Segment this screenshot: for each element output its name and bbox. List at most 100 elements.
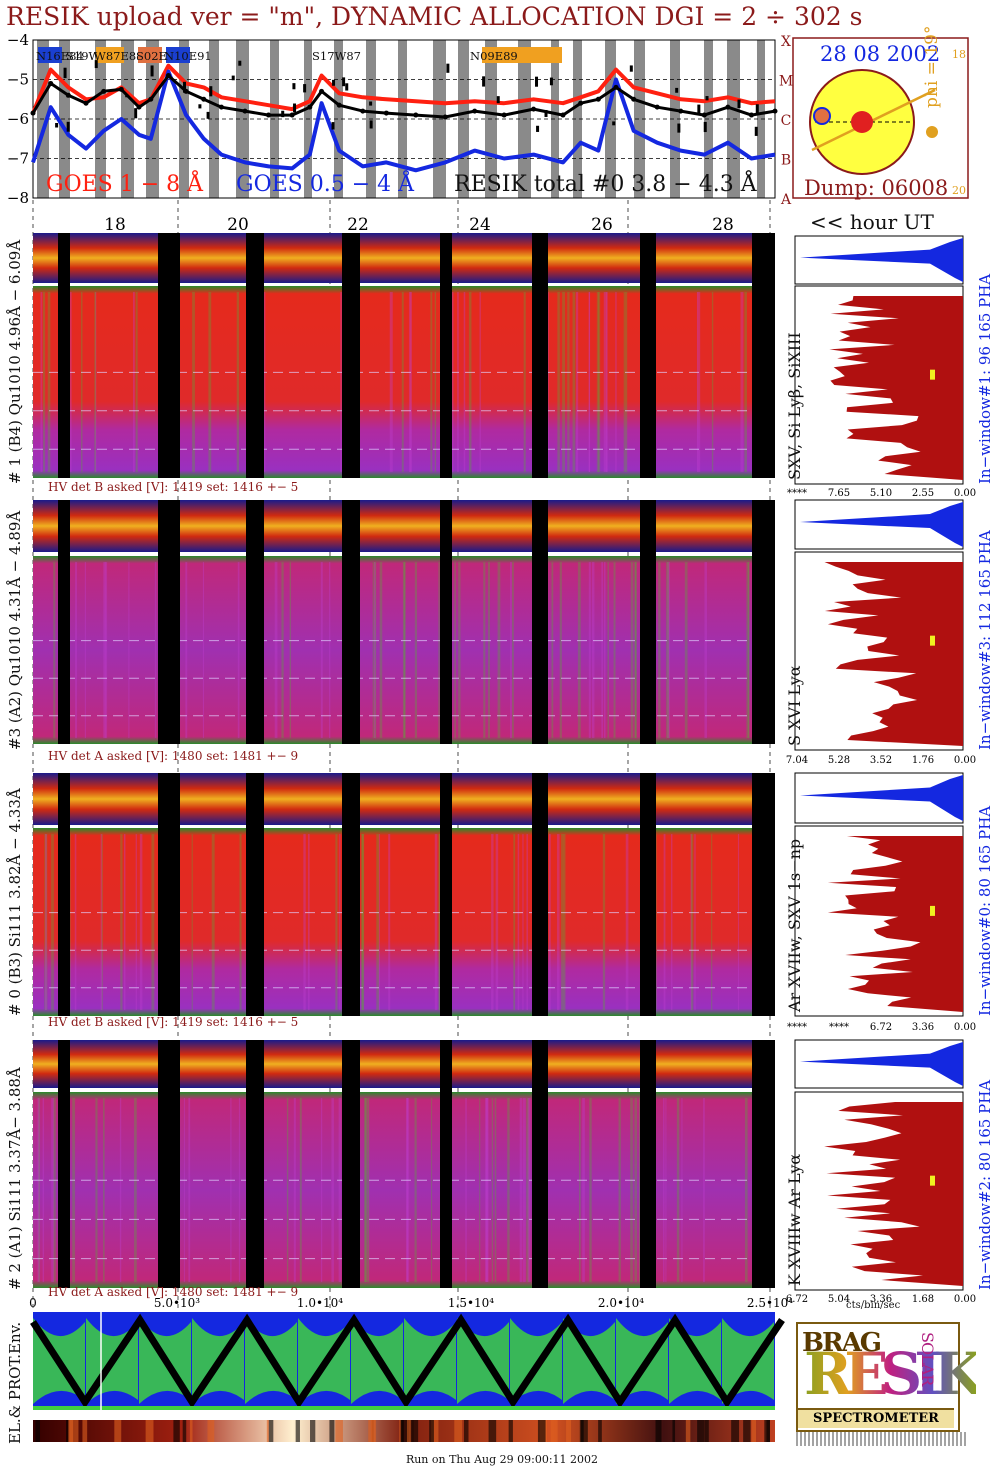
units-label: cts/bin/sec (846, 1300, 901, 1311)
spectral-texture (491, 1098, 493, 1282)
histogram-marker (930, 1175, 935, 1186)
data-gap-bar (158, 500, 180, 744)
spectral-texture (491, 834, 494, 1010)
heat-bar-stripe (401, 1420, 409, 1442)
histogram-tick-label: 6.72 (786, 1294, 808, 1305)
series-point (30, 110, 36, 116)
spectral-texture (133, 292, 135, 472)
spectral-texture (104, 562, 108, 738)
spectral-texture (711, 292, 714, 472)
spectral-texture (406, 1098, 410, 1282)
spectral-texture (434, 292, 437, 472)
spectral-texture (103, 562, 106, 738)
spectral-texture (567, 292, 570, 472)
heat-bar-stripe (731, 1420, 740, 1442)
region-label: S17W87 (312, 49, 361, 63)
channel-panel-3 (33, 1039, 964, 1291)
phi-label: phi = 19° (922, 25, 942, 108)
spectral-texture (517, 834, 520, 1010)
count-histogram (824, 562, 963, 746)
spectral-texture (37, 1098, 40, 1282)
data-gap-band (573, 40, 582, 198)
spectral-texture (562, 292, 566, 472)
spectral-texture (135, 834, 137, 1010)
histogram-marker (930, 905, 935, 916)
spectral-texture (450, 292, 454, 472)
spectral-texture (69, 292, 72, 472)
spectral-texture (598, 292, 601, 472)
heat-bar-stripe (406, 1420, 411, 1442)
spectral-texture (335, 834, 338, 1010)
series-point (678, 108, 684, 114)
spectral-texture (690, 834, 694, 1010)
spectral-texture (605, 292, 608, 472)
series-point (307, 104, 313, 110)
active-region-marker (851, 111, 873, 133)
data-gap-bar (440, 773, 452, 1016)
env-green-region (669, 1318, 721, 1404)
spectral-texture (522, 1098, 526, 1282)
spectral-texture (431, 1098, 433, 1282)
histogram-tick-label: **** (829, 1022, 849, 1033)
spectral-texture (95, 292, 97, 472)
spectral-texture (100, 834, 103, 1010)
logo-resik: RESIK (804, 1340, 984, 1408)
spectral-texture (402, 562, 406, 738)
pha-histogram (800, 775, 963, 821)
spectral-texture (634, 1098, 638, 1282)
goes-class-letter: X (781, 34, 791, 50)
series-point (118, 86, 124, 92)
date-label: 28 08 2002 (820, 42, 941, 66)
resik-spike (238, 60, 242, 66)
resik-spike (549, 77, 553, 86)
spectral-texture (658, 562, 661, 738)
spectral-texture (438, 834, 441, 1010)
spectral-texture (367, 1098, 370, 1282)
heat-bar-stripe (207, 1420, 215, 1442)
resik-spike (63, 67, 67, 79)
spectral-texture (511, 562, 514, 738)
spectral-texture (465, 1098, 467, 1282)
spectral-texture (676, 1098, 680, 1282)
resik-spike (293, 103, 297, 113)
histogram-tick-label: **** (787, 1022, 807, 1033)
region-label: N16E84 (36, 49, 84, 63)
series-point (289, 112, 295, 118)
spectral-texture (373, 562, 376, 738)
spectral-texture (134, 1098, 137, 1282)
spectral-texture (591, 562, 595, 738)
hv-status-text: HV det A asked [V]: 1480 set: 1481 +− 9 (48, 1285, 298, 1299)
histogram-tick-label: 5.10 (870, 488, 892, 499)
series-line-resik-total (31, 74, 776, 119)
heat-bar-stripe (704, 1420, 709, 1442)
data-gap-bar (640, 773, 656, 1016)
data-gap-bar (58, 773, 70, 1016)
sun-axis-line (811, 88, 936, 152)
spectral-texture (388, 834, 391, 1010)
heat-bar-stripe (598, 1420, 602, 1442)
spectral-texture (53, 562, 56, 738)
heat-bar-stripe (655, 1420, 662, 1442)
spectral-texture (438, 562, 440, 738)
spectral-texture (405, 1098, 409, 1282)
spectral-texture (75, 562, 78, 738)
hour-axis-label: << hour UT (810, 210, 934, 234)
env-xtick-label: 0 (29, 1296, 37, 1310)
data-gap-bar (246, 500, 264, 744)
data-gap-bar (342, 500, 360, 744)
heat-bar-stripe (335, 1420, 343, 1442)
spectral-texture (401, 292, 404, 472)
window-count-label: In−window#0: 80 165 PHA (976, 806, 994, 1016)
hv-status-text: HV det A asked [V]: 1480 set: 1481 +− 9 (48, 749, 298, 763)
series-line-goes-05-4 (31, 69, 776, 173)
series-point (748, 112, 754, 118)
data-gap-bar (640, 233, 656, 478)
env-baseline (33, 1406, 775, 1410)
spectral-texture (603, 562, 606, 738)
histogram-tick-label: 3.52 (870, 755, 892, 766)
spectral-texture (414, 1098, 417, 1282)
spectral-texture (663, 834, 666, 1010)
spectral-texture (483, 562, 486, 738)
data-gap-bar (246, 1040, 264, 1288)
